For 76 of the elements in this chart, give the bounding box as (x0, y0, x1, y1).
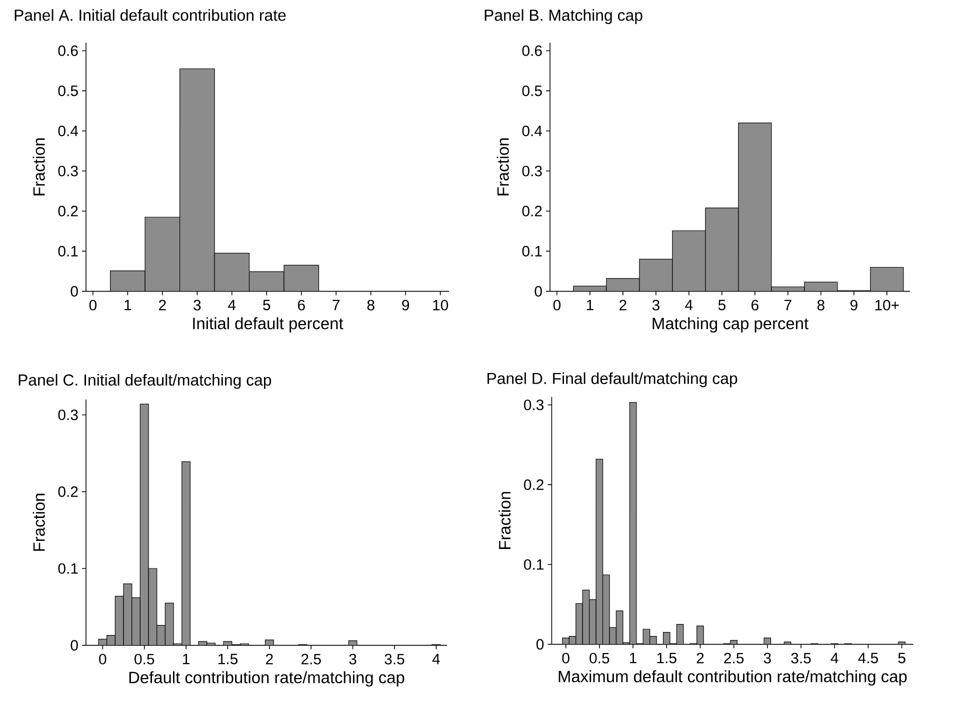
y-tick-label: 0.2 (522, 206, 542, 216)
x-tick-label: 9 (850, 300, 858, 310)
y-tick-label: 0.3 (58, 166, 78, 176)
x-tick-label: 4 (830, 652, 838, 664)
x-tick-label: 6 (298, 300, 305, 310)
x-tick-label: 1 (630, 652, 636, 664)
x-tick-label: 4 (432, 654, 440, 664)
x-tick-label: 5 (898, 652, 906, 664)
y-tick-label: 0.6 (522, 45, 542, 56)
x-tick-label: 4 (685, 300, 693, 310)
x-tick-label: 1.5 (218, 654, 238, 664)
x-tick-label: 3.5 (384, 654, 404, 664)
x-tick-label: 4.5 (858, 652, 878, 664)
x-tick-label: 1 (183, 654, 190, 664)
y-tick-label: 0.3 (524, 400, 544, 410)
y-tick-label: 0 (536, 639, 544, 650)
chart-title: Panel A. Initial default contribution rate (14, 9, 286, 21)
x-tick-label: 2 (266, 654, 273, 664)
y-tick-label: 0.4 (522, 126, 542, 136)
x-tick-label: 5 (263, 300, 270, 310)
x-axis-title: Maximum default contribution rate/matching cap (558, 670, 907, 686)
y-axis-title: Fraction (32, 494, 45, 551)
y-axis-title: Fraction (496, 138, 509, 196)
y-axis-title: Fraction (32, 138, 45, 196)
x-tick-label: 9 (402, 300, 410, 310)
x-axis-title: Initial default percent (193, 317, 344, 333)
x-tick-label: 1.5 (657, 652, 676, 664)
y-tick-label: 0.1 (58, 246, 78, 256)
y-tick-label: 0.1 (524, 559, 544, 570)
x-tick-label: 2.5 (301, 654, 321, 664)
chart-title: Panel B. Matching cap (484, 9, 642, 24)
y-tick-label: 0.1 (58, 563, 78, 574)
x-tick-label: 0.5 (134, 654, 154, 664)
y-tick-label: 0.3 (522, 166, 542, 176)
y-tick-label: 0 (70, 286, 78, 297)
x-tick-label: 3 (349, 654, 356, 664)
x-tick-label: 3.5 (791, 652, 811, 664)
y-tick-label: 0.1 (522, 246, 542, 256)
y-tick-label: 0 (534, 286, 542, 297)
x-axis-title: Default contribution rate/matching cap (129, 671, 404, 687)
y-tick-label: 0.2 (58, 206, 78, 216)
x-tick-label: 3 (652, 300, 660, 310)
x-tick-label: 3 (764, 652, 771, 664)
x-tick-label: 5 (718, 300, 726, 310)
x-tick-label: 7 (332, 300, 340, 310)
y-tick-label: 0.5 (522, 86, 542, 96)
x-tick-label: 2 (696, 652, 704, 664)
x-tick-label: 8 (817, 300, 824, 310)
x-tick-label: 2 (159, 300, 166, 310)
y-tick-label: 0.4 (58, 126, 78, 136)
chart-title: Panel D. Final default/matching cap (488, 372, 738, 388)
x-tick-label: 6 (752, 300, 758, 310)
x-tick-label: 10+ (875, 300, 899, 310)
x-tick-label: 1 (586, 300, 594, 310)
x-tick-label: 3 (194, 300, 201, 310)
y-tick-label: 0.5 (58, 86, 78, 96)
x-tick-label: 0 (553, 300, 560, 310)
y-tick-label: 0 (70, 640, 78, 651)
x-tick-label: 7 (784, 300, 792, 310)
x-tick-label: 2 (620, 300, 626, 310)
y-tick-label: 0.3 (58, 410, 78, 420)
x-tick-label: 0.5 (590, 652, 610, 664)
x-tick-label: 1 (124, 300, 132, 310)
y-axis-title: Fraction (498, 492, 511, 549)
x-tick-label: 2.5 (724, 652, 744, 664)
x-tick-label: 0 (562, 652, 570, 664)
chart-title: Panel C. Initial default/matching cap (18, 374, 272, 389)
y-tick-label: 0.6 (58, 45, 78, 56)
y-tick-label: 0.2 (58, 486, 78, 497)
y-tick-label: 0.2 (524, 479, 544, 490)
x-tick-label: 0 (99, 654, 106, 664)
x-axis-title: Matching cap percent (652, 317, 808, 333)
x-tick-label: 0 (89, 300, 97, 310)
x-tick-label: 8 (367, 300, 374, 310)
x-tick-label: 4 (228, 300, 236, 310)
x-tick-label: 10 (433, 300, 448, 310)
